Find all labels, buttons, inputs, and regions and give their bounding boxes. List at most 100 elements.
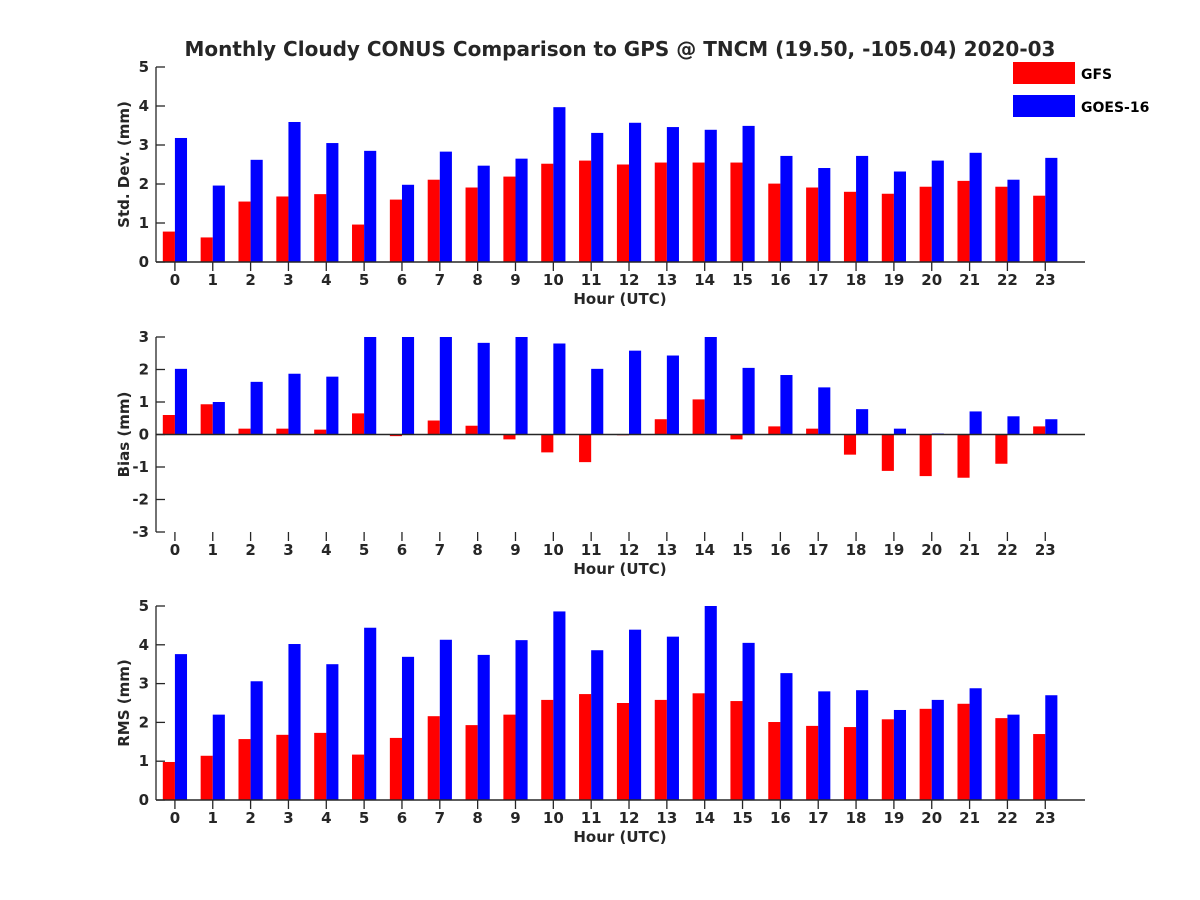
bar-gfs-hour-1 [200,755,213,800]
x-axis-label: Hour (UTC) [573,290,666,308]
bar-gfs-hour-6 [389,737,402,800]
bar-gfs-hour-22 [995,434,1008,464]
bar-goes16-hour-8 [477,342,490,435]
x-tick-label: 18 [846,809,867,827]
y-tick-label: 0 [139,426,149,444]
x-tick-label: 10 [543,271,564,289]
bar-gfs-hour-23 [1033,734,1046,800]
bar-goes16-hour-18 [856,155,869,262]
x-tick-label: 19 [883,541,904,559]
bar-goes16-hour-21 [969,152,982,262]
x-tick-label: 23 [1035,271,1056,289]
bar-gfs-hour-20 [919,186,932,262]
bar-gfs-hour-21 [957,703,970,800]
bar-goes16-hour-17 [818,387,831,435]
bar-gfs-hour-4 [314,429,327,435]
bar-gfs-hour-17 [806,428,819,435]
bar-gfs-hour-5 [352,754,365,800]
x-tick-label: 14 [694,809,715,827]
x-tick-label: 6 [397,271,407,289]
bar-goes16-hour-23 [1045,695,1058,800]
bar-gfs-hour-3 [276,196,289,262]
x-tick-label: 17 [808,541,829,559]
x-tick-label: 6 [397,541,407,559]
x-tick-label: 22 [997,541,1018,559]
bar-goes16-hour-21 [969,411,982,435]
x-tick-label: 21 [959,271,980,289]
bar-goes16-hour-11 [591,132,604,262]
bar-gfs-hour-8 [465,425,478,435]
bar-goes16-hour-4 [326,376,339,435]
x-axis-label: Hour (UTC) [573,828,666,846]
bar-goes16-hour-7 [439,337,452,435]
bar-goes16-hour-9 [515,337,528,435]
bar-goes16-hour-3 [288,121,301,263]
y-tick-label: 3 [139,136,149,154]
x-tick-label: 11 [581,809,602,827]
x-tick-label: 16 [770,809,791,827]
x-tick-label: 20 [921,541,942,559]
bar-goes16-hour-2 [250,381,263,435]
y-tick-label: 1 [139,752,149,770]
y-axis-label: Std. Dev. (mm) [115,101,133,228]
y-axis-label: Bias (mm) [115,392,133,478]
x-tick-label: 2 [245,271,255,289]
bar-goes16-hour-18 [856,690,869,800]
x-tick-label: 17 [808,809,829,827]
bar-gfs-hour-11 [579,434,592,463]
x-tick-label: 9 [510,809,520,827]
bar-gfs-hour-5 [352,413,365,435]
bar-goes16-hour-22 [1007,416,1020,435]
x-tick-label: 16 [770,541,791,559]
bar-gfs-hour-12 [616,703,630,800]
bar-goes16-hour-17 [818,691,831,800]
x-tick-label: 22 [997,809,1018,827]
x-tick-label: 6 [397,809,407,827]
x-tick-label: 8 [472,809,482,827]
bar-goes16-hour-1 [212,402,225,435]
y-axis-label: RMS (mm) [115,659,133,746]
bar-goes16-hour-9 [515,640,528,800]
bar-goes16-hour-23 [1045,157,1058,262]
x-tick-label: 1 [208,271,218,289]
x-axis-label: Hour (UTC) [573,560,666,578]
bar-gfs-hour-4 [314,732,327,800]
y-tick-label: 2 [139,713,149,731]
y-tick-label: -2 [132,491,149,509]
x-tick-label: 5 [359,541,369,559]
legend-swatch-gfs [1013,62,1075,84]
bar-goes16-hour-21 [969,688,982,800]
bar-gfs-hour-10 [541,434,554,453]
x-tick-label: 12 [619,541,640,559]
y-tick-label: -1 [132,458,149,476]
bar-goes16-hour-11 [591,650,604,800]
bar-goes16-hour-6 [401,184,415,262]
x-tick-label: 18 [846,271,867,289]
bar-goes16-hour-19 [893,428,907,435]
x-tick-label: 4 [321,271,331,289]
y-tick-label: 3 [139,328,149,346]
bar-goes16-hour-15 [742,367,755,435]
x-tick-label: 4 [321,809,331,827]
bar-goes16-hour-16 [780,155,793,262]
bar-goes16-hour-14 [704,337,717,435]
bar-goes16-hour-0 [174,654,188,800]
bar-goes16-hour-11 [591,368,604,435]
x-tick-label: 3 [283,541,293,559]
bar-gfs-hour-18 [843,191,857,262]
bar-goes16-hour-6 [401,656,415,800]
bar-gfs-hour-2 [238,739,251,800]
bar-gfs-hour-21 [957,180,970,262]
x-tick-label: 13 [656,271,677,289]
bar-gfs-hour-20 [919,434,932,477]
x-tick-label: 23 [1035,809,1056,827]
x-tick-label: 3 [283,271,293,289]
bar-gfs-hour-15 [730,434,743,440]
bar-gfs-hour-6 [389,199,402,262]
bar-gfs-hour-1 [200,237,213,262]
bar-gfs-hour-10 [541,163,554,262]
x-tick-label: 13 [656,809,677,827]
bar-gfs-hour-17 [806,187,819,262]
bar-goes16-hour-23 [1045,419,1058,435]
